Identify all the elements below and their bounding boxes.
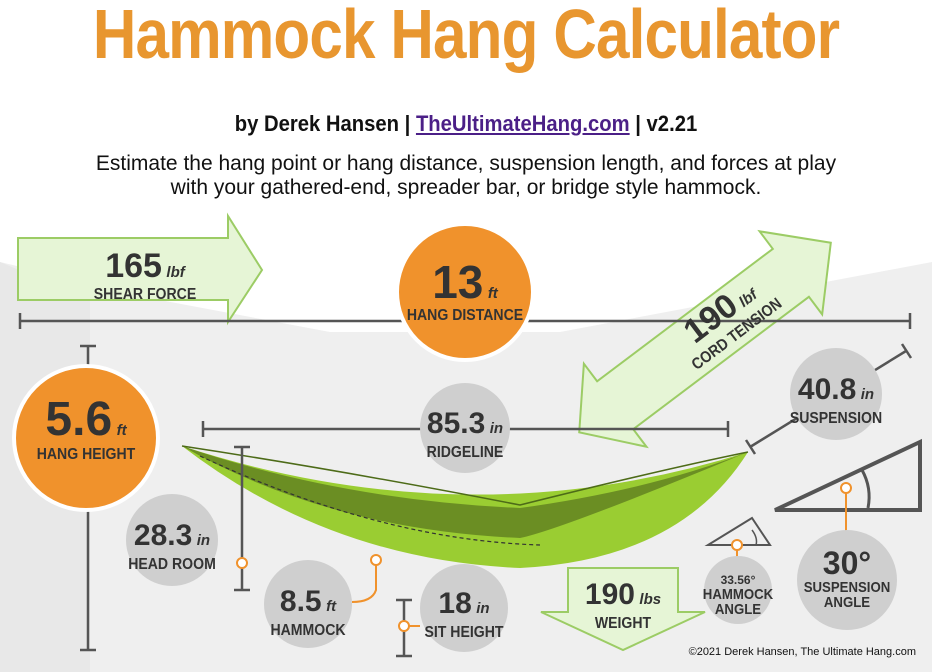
sit-height-circle: [420, 564, 508, 652]
weight-unit: lbs: [639, 591, 662, 608]
weight-value: 190: [584, 578, 635, 611]
suspension-angle-value: 30°: [822, 545, 872, 581]
hang-distance-circle: [395, 222, 535, 362]
shear-force-value: 165: [105, 247, 162, 285]
hammock-angle-readout: 33.56° HAMMOCK ANGLE: [688, 573, 788, 617]
sit-height-unit: in: [476, 600, 490, 617]
sit-height-value: 18: [438, 587, 472, 620]
hang-height-readout: 5.6 ft HANG HEIGHT: [16, 396, 156, 464]
suspension-angle-readout: 30° SUSPENSION ANGLE: [787, 546, 907, 610]
hang-height-value: 5.6: [45, 393, 113, 446]
ridgeline-unit: in: [489, 420, 504, 437]
ridgeline-label: RIDGELINE: [426, 444, 504, 461]
cord-tension-arrow: [578, 229, 832, 449]
copyright: ©2021 Derek Hansen, The Ultimate Hang.co…: [688, 646, 916, 658]
byline-author: by Derek Hansen |: [234, 111, 411, 136]
shear-force-readout: 165 lbf SHEAR FORCE: [70, 246, 220, 303]
description-line-1: Estimate the hang point or hang distance…: [95, 152, 837, 175]
hammock-angle-label-1: HAMMOCK: [702, 586, 774, 603]
hammock-circle: [264, 560, 352, 648]
head-room-circle: [126, 494, 218, 586]
sit-height-label: SIT HEIGHT: [424, 624, 504, 641]
hammock-label: HAMMOCK: [270, 622, 346, 639]
suspension-angle-label-1: SUSPENSION: [803, 579, 891, 596]
hang-distance-unit: ft: [487, 285, 498, 302]
hammock-shape: [181, 445, 749, 568]
hang-height-circle: [12, 364, 160, 512]
suspension-angle-triangle: [774, 438, 922, 540]
ridgeline-readout: 85.3 in RIDGELINE: [405, 404, 525, 461]
head-room-value: 28.3: [133, 519, 193, 552]
suspension-label: SUSPENSION: [789, 410, 883, 427]
suspension-circle: [790, 348, 882, 440]
hang-distance-readout: 13 ft HANG DISTANCE: [395, 259, 535, 324]
hammock-angle-circle: [704, 556, 772, 624]
description: Estimate the hang point or hang distance…: [0, 152, 932, 200]
hammock-unit: ft: [326, 598, 337, 615]
byline: by Derek Hansen | TheUltimateHang.com | …: [37, 111, 894, 137]
suspension-readout: 40.8 in SUSPENSION: [776, 370, 896, 427]
shear-force-unit: lbf: [166, 264, 185, 281]
weight-label: WEIGHT: [594, 615, 652, 632]
ridgeline-value: 85.3: [426, 407, 486, 440]
hammock-marker: [370, 554, 382, 566]
head-room-label: HEAD ROOM: [128, 556, 216, 573]
hammock-readout: 8.5 ft HAMMOCK: [248, 582, 368, 639]
hang-height-unit: ft: [116, 422, 127, 439]
sit-height-marker: [398, 620, 410, 632]
ridgeline-circle: [420, 383, 510, 473]
head-room-marker: [236, 557, 248, 569]
shear-force-label: SHEAR FORCE: [93, 286, 197, 303]
suspension-value: 40.8: [797, 373, 857, 406]
hammock-marker-line: [351, 565, 377, 603]
sit-height-readout: 18 in SIT HEIGHT: [404, 584, 524, 641]
weight-readout: 190 lbs WEIGHT: [565, 575, 681, 632]
suspension-angle-circle: [797, 530, 897, 630]
hammock-angle-value: 33.56°: [720, 573, 756, 587]
hang-height-label: HANG HEIGHT: [36, 446, 136, 463]
head-room-readout: 28.3 in HEAD ROOM: [112, 516, 232, 573]
hammock-angle-label-2: ANGLE: [714, 601, 762, 618]
shear-force-arrow: [17, 212, 264, 326]
hang-distance-label: HANG DISTANCE: [406, 307, 524, 324]
hang-distance-value: 13: [432, 256, 484, 308]
weight-arrow: [540, 567, 706, 652]
suspension-angle-label-2: ANGLE: [823, 594, 871, 611]
suspension-unit: in: [860, 386, 875, 403]
page-title: Hammock Hang Calculator: [92, 0, 840, 73]
site-link[interactable]: TheUltimateHang.com: [415, 111, 630, 136]
head-room-unit: in: [196, 532, 211, 549]
description-line-2: with your gathered-end, spreader bar, or…: [170, 176, 762, 199]
hammock-value: 8.5: [279, 585, 322, 618]
hammock-angle-triangle: [704, 516, 772, 570]
version-label: | v2.21: [635, 111, 698, 136]
